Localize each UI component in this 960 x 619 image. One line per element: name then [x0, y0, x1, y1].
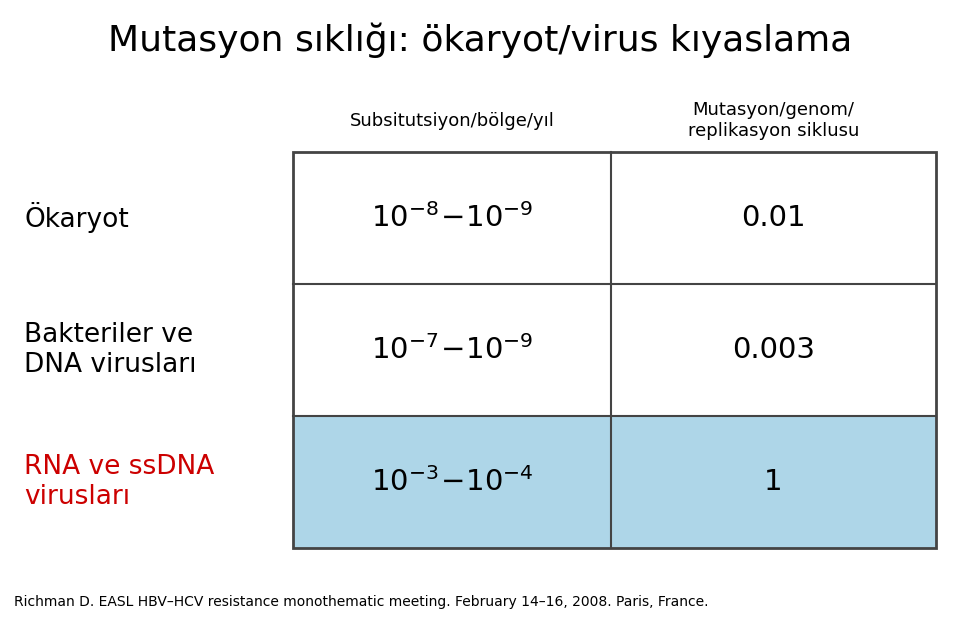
Text: 0.003: 0.003 — [732, 335, 815, 364]
Bar — [293, 284, 612, 416]
Text: Subsitutsiyon/bölge/yıl: Subsitutsiyon/bölge/yıl — [349, 111, 555, 130]
Text: Ökaryot: Ökaryot — [24, 202, 129, 233]
Bar — [293, 416, 612, 548]
Bar — [293, 152, 612, 284]
Bar — [612, 284, 936, 416]
Text: Mutasyon/genom/
replikasyon siklusu: Mutasyon/genom/ replikasyon siklusu — [688, 102, 859, 140]
Text: $10^{-3}\!-\!10^{-4}$: $10^{-3}\!-\!10^{-4}$ — [371, 467, 534, 496]
Text: RNA ve ssDNA
virusları: RNA ve ssDNA virusları — [24, 454, 214, 510]
Bar — [293, 152, 936, 548]
Bar — [612, 416, 936, 548]
Text: Bakteriler ve
DNA virusları: Bakteriler ve DNA virusları — [24, 322, 197, 378]
Text: 1: 1 — [764, 468, 783, 496]
Text: 0.01: 0.01 — [741, 204, 805, 232]
Text: $10^{-7}\!-\!10^{-9}$: $10^{-7}\!-\!10^{-9}$ — [371, 335, 533, 365]
Bar — [612, 152, 936, 284]
Text: $10^{-8}\!-\!10^{-9}$: $10^{-8}\!-\!10^{-9}$ — [371, 203, 533, 233]
Text: Richman D. EASL HBV–HCV resistance monothematic meeting. February 14–16, 2008. P: Richman D. EASL HBV–HCV resistance monot… — [14, 595, 708, 608]
Text: Mutasyon sıklığı: ökaryot/virus kıyaslama: Mutasyon sıklığı: ökaryot/virus kıyaslam… — [108, 22, 852, 58]
